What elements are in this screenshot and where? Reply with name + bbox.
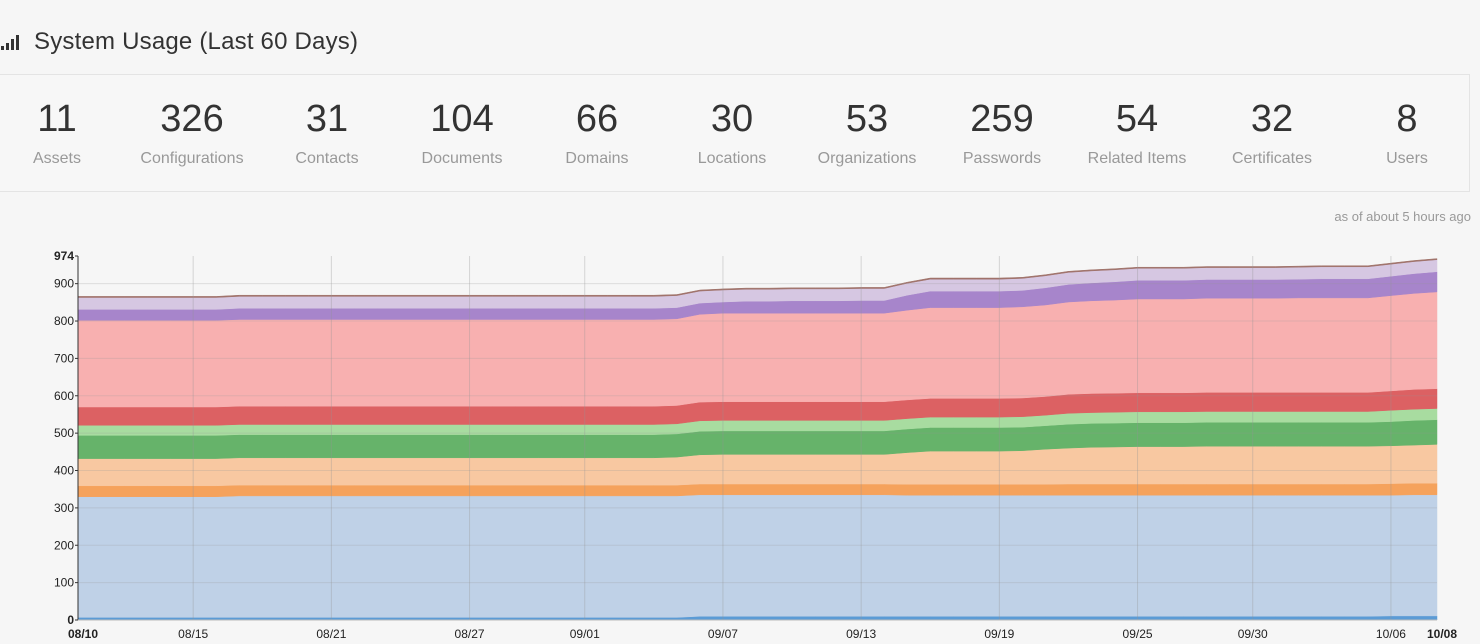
y-tick-label: 900 — [54, 277, 74, 291]
y-tick-label: 700 — [54, 351, 74, 365]
y-tick-label: 500 — [54, 426, 74, 440]
stat-label: Passwords — [962, 150, 1042, 167]
stat-certificates[interactable]: 32 Certificates — [1205, 75, 1339, 193]
stat-value: 259 — [970, 98, 1034, 140]
x-tick-label: 09/25 — [1123, 627, 1153, 641]
stat-documents[interactable]: 104 Documents — [395, 75, 529, 193]
stat-users[interactable]: 8 Users — [1340, 75, 1474, 193]
stat-related-items[interactable]: 54 Related Items — [1070, 75, 1204, 193]
y-tick-label: 974 — [54, 249, 74, 263]
x-tick-label: 10/06 — [1376, 627, 1406, 641]
stat-value: 30 — [710, 98, 754, 140]
stat-label: Domains — [565, 150, 629, 167]
y-tick-label: 800 — [54, 314, 74, 328]
stat-domains[interactable]: 66 Domains — [530, 75, 664, 193]
stat-label: Certificates — [1231, 150, 1313, 167]
updated-timestamp: as of about 5 hours ago — [1334, 209, 1471, 224]
x-tick-label: 09/30 — [1238, 627, 1268, 641]
stat-value: 53 — [845, 98, 889, 140]
stat-label: Users — [1386, 150, 1428, 167]
x-tick-label: 09/13 — [846, 627, 876, 641]
y-tick-label: 200 — [54, 538, 74, 552]
stat-value: 54 — [1115, 98, 1159, 140]
x-tick-label: 08/15 — [178, 627, 208, 641]
area-series-10 — [77, 258, 1438, 298]
stat-value: 32 — [1250, 98, 1294, 140]
y-tick-label: 400 — [54, 464, 74, 478]
page-header: System Usage (Last 60 Days) — [0, 24, 358, 60]
stat-assets[interactable]: 11 Assets — [0, 75, 124, 193]
stat-label: Locations — [697, 150, 767, 167]
signal-bars-icon — [0, 34, 24, 50]
stat-label: Related Items — [1087, 150, 1187, 167]
area-series-1 — [77, 494, 1438, 618]
stat-locations[interactable]: 30 Locations — [665, 75, 799, 193]
x-tick-label: 09/19 — [984, 627, 1014, 641]
y-tick-label: 600 — [54, 389, 74, 403]
stat-label: Organizations — [817, 150, 917, 167]
stat-passwords[interactable]: 259 Passwords — [935, 75, 1069, 193]
stat-value: 66 — [575, 98, 619, 140]
stat-label: Assets — [32, 150, 81, 167]
x-tick-label: 08/27 — [455, 627, 485, 641]
stat-label: Contacts — [295, 150, 359, 167]
stat-value: 326 — [160, 98, 224, 140]
usage-stacked-area-chart: 0 100 200 300 400 500 600 700 800 900 974 08/10 08/1… — [54, 249, 1457, 641]
usage-chart-container: 0 100 200 300 400 500 600 700 800 900 974 08/10 08/1… — [0, 232, 1480, 644]
stat-value: 31 — [305, 98, 349, 140]
x-tick-label: 10/08 — [1427, 627, 1457, 641]
stat-label: Configurations — [140, 150, 244, 167]
stat-value: 8 — [1396, 98, 1418, 140]
stat-organizations[interactable]: 53 Organizations — [800, 75, 934, 193]
stat-value: 11 — [37, 98, 77, 140]
stat-label: Documents — [421, 150, 503, 167]
x-tick-label: 08/21 — [316, 627, 346, 641]
y-tick-label: 300 — [54, 501, 74, 515]
y-tick-label: 0 — [67, 613, 74, 627]
stats-panel: 11 Assets 326 Configurations 31 Contacts… — [0, 74, 1470, 192]
stat-configurations[interactable]: 326 Configurations — [125, 75, 259, 193]
y-tick-label: 100 — [54, 576, 74, 590]
x-tick-label: 09/01 — [570, 627, 600, 641]
x-tick-label: 08/10 — [68, 627, 98, 641]
page-title: System Usage (Last 60 Days) — [34, 28, 359, 55]
stat-value: 104 — [430, 98, 494, 140]
x-tick-label: 09/07 — [708, 627, 738, 641]
stat-contacts[interactable]: 31 Contacts — [260, 75, 394, 193]
